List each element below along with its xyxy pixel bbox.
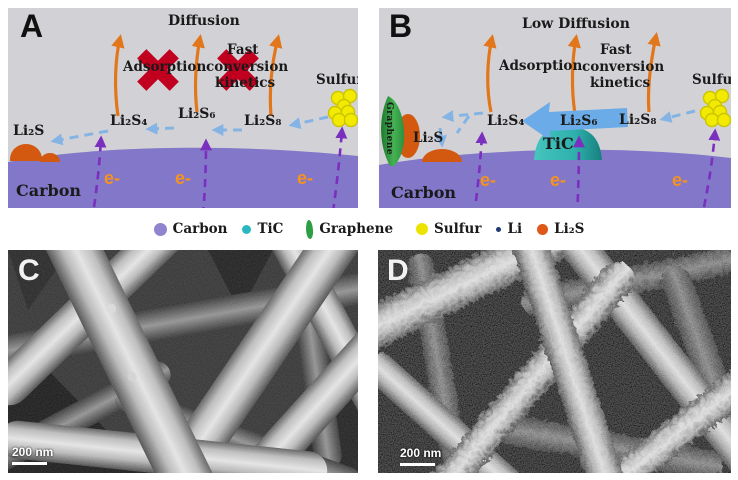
li2s-deposit [10, 144, 42, 161]
electron-arrows [92, 126, 348, 208]
panel-d-sem-image: D 200 nm [378, 250, 731, 473]
li2s6-label: Li₂S₆ [560, 113, 598, 129]
panel-d-sem-drawing [378, 250, 731, 473]
adsorption-label: Adsorption [123, 59, 207, 75]
sulfur-label: Sulfur [692, 72, 731, 88]
panel-d-scale-bar: 200 nm [400, 446, 441, 466]
li2s8-label: Li₂S₈ [244, 113, 282, 129]
panel-c-label: C [18, 254, 40, 287]
graphene-swatch-icon [305, 219, 315, 239]
low-diffusion-label: Low Diffusion [522, 16, 630, 32]
carbon-layer [379, 149, 731, 208]
legend-item-li: Li [496, 221, 522, 237]
electron-label: e- [550, 170, 567, 190]
electron-arrows [474, 128, 721, 208]
legend-item-graphene: Graphene [305, 219, 394, 239]
kinetics-label: kinetics [215, 75, 276, 91]
panel-a-schematic: A Diffusion Adsorption Fast conversion k… [8, 8, 358, 208]
diffusion-arrows [111, 34, 283, 117]
red-x-icon [217, 49, 259, 91]
conversion-label: conversion [582, 59, 665, 75]
panel-d-label: D [387, 254, 409, 287]
li2s-label: Li₂S [13, 123, 45, 139]
sulfur-label: Sulfur [316, 72, 358, 88]
scale-bar-text: 200 nm [12, 445, 54, 459]
carbon-label: Carbon [391, 183, 457, 202]
electron-label: e- [297, 168, 314, 188]
panel-b-schematic: B Low Diffusion Adsorption Fast conversi… [379, 8, 731, 208]
fast-label: Fast [227, 42, 259, 58]
li2s-deposit [40, 153, 60, 162]
panel-b-label: B [389, 8, 413, 44]
panel-b-drawing [379, 32, 731, 208]
sulfur-cluster-icon [699, 88, 731, 128]
tic-particle [534, 127, 602, 160]
legend-label: Graphene [319, 221, 394, 237]
tic-label: TiC [543, 134, 574, 153]
li2s6-label: Li₂S₆ [178, 106, 216, 122]
legend-item-sulfur: Sulfur [416, 221, 481, 237]
carbon-swatch-icon [153, 222, 167, 236]
scale-bar-line [12, 462, 47, 465]
scale-bar-text: 200 nm [400, 446, 442, 460]
legend-label: Li [507, 221, 523, 237]
tic-swatch-icon [242, 224, 252, 234]
carbon-label: Carbon [16, 181, 82, 200]
electron-label: e- [175, 168, 192, 188]
li2s-deposit [422, 149, 462, 162]
diffusion-label: Diffusion [168, 13, 240, 29]
li2s8-label: Li₂S₈ [619, 112, 657, 128]
kinetics-label: kinetics [590, 75, 651, 91]
electron-label: e- [104, 168, 121, 188]
panel-c-scale-bar: 200 nm [12, 445, 53, 465]
red-x-icon [137, 49, 179, 91]
legend-label: Li₂S [554, 221, 585, 237]
sulfur-cluster-icon [327, 88, 358, 128]
electron-label: e- [480, 170, 497, 190]
panel-c-sem-image: C 200 nm [8, 250, 358, 473]
polysulfide-shuttle-arrows [50, 115, 329, 146]
conversion-label: conversion [206, 59, 289, 75]
electron-label: e- [672, 170, 689, 190]
panel-c-sem-drawing [8, 250, 358, 473]
li2s4-label: Li₂S₄ [110, 113, 148, 129]
li2s-label: Li₂S [413, 130, 444, 146]
figure-legend: Carbon TiC Graphene Sulfur Li Li₂S [0, 213, 738, 245]
legend-label: Sulfur [434, 221, 482, 237]
legend-item-carbon: Carbon [153, 221, 228, 237]
legend-label: TiC [257, 221, 284, 237]
fast-label: Fast [600, 42, 632, 58]
panel-a-drawing [8, 34, 358, 208]
polysulfide-shuttle-arrows [435, 109, 696, 148]
li-swatch-icon [496, 226, 502, 232]
adsorption-label: Adsorption [499, 58, 583, 74]
fast-conversion-arrow [522, 102, 628, 141]
panel-a-label: A [20, 8, 44, 44]
graphene-sheet [381, 96, 405, 166]
sulfur-swatch-icon [416, 223, 429, 235]
legend-item-li2s: Li₂S [537, 221, 584, 237]
diffusion-arrows [483, 32, 661, 115]
scale-bar-line [400, 463, 435, 466]
li2s-swatch-icon [537, 223, 549, 235]
legend-label: Carbon [172, 221, 228, 237]
li2s4-label: Li₂S₄ [487, 113, 525, 129]
legend-item-tic: TiC [242, 221, 283, 237]
graphene-label: Graphene [384, 102, 394, 156]
